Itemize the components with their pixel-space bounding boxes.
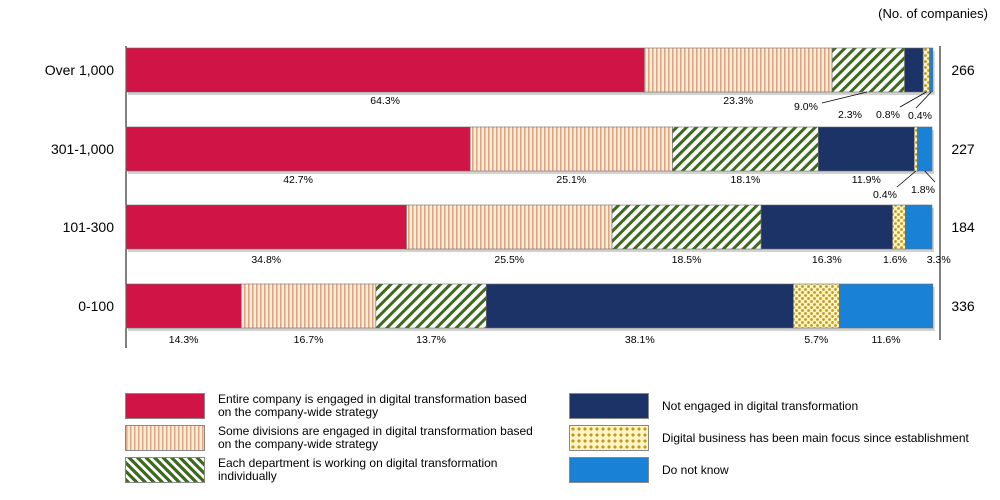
legend-swatch [569, 425, 649, 451]
legend-item: Some divisions are engaged in digital tr… [125, 425, 538, 451]
legend-item: Do not know [569, 457, 982, 483]
leader-line [899, 91, 927, 108]
legend-swatch [125, 457, 205, 483]
bar-segment [760, 204, 893, 250]
total-count-label: 336 [951, 298, 975, 314]
bar-segment [375, 283, 487, 329]
legend-swatch [125, 425, 205, 451]
category-label: 0-100 [78, 298, 114, 314]
value-label: 2.3% [838, 109, 862, 121]
value-label: 42.7% [283, 174, 313, 186]
value-label: 18.5% [672, 254, 702, 266]
leader-line [896, 170, 917, 188]
value-label: 9.0% [794, 101, 818, 113]
bar-segment [905, 204, 933, 250]
legend-label: Not engaged in digital transformation [662, 398, 859, 413]
legend-item: Digital business has been main focus sin… [569, 425, 982, 451]
bar-segment [643, 47, 833, 93]
value-label: 16.3% [812, 254, 842, 266]
value-label: 38.1% [625, 334, 655, 346]
bar-segment [240, 283, 377, 329]
value-label: 0.8% [876, 109, 900, 121]
total-count-label: 266 [951, 62, 975, 78]
legend-swatch [125, 393, 205, 419]
legend-swatch [569, 393, 649, 419]
value-label: 18.1% [731, 174, 761, 186]
category-label: Over 1,000 [45, 62, 114, 78]
value-label: 5.7% [804, 334, 828, 346]
total-count-label: 184 [951, 219, 975, 235]
bar-shadow [931, 51, 935, 95]
value-label: 1.6% [883, 254, 907, 266]
units-label: (No. of companies) [878, 6, 988, 21]
bar-segment [125, 204, 407, 250]
leader-line [821, 91, 868, 104]
legend-item: Entire company is engaged in digital tra… [125, 393, 538, 419]
legend-label: Each department is working on digital tr… [218, 456, 498, 483]
legend-swatch [569, 457, 649, 483]
value-label: 25.5% [494, 254, 524, 266]
value-label: 14.3% [169, 334, 199, 346]
category-label: 301-1,000 [51, 141, 114, 157]
legend-label: Entire company is engaged in digital tra… [218, 392, 527, 419]
bar-segment [839, 283, 934, 329]
bar-segment [611, 204, 762, 250]
leader-line [915, 91, 932, 109]
value-label: 11.9% [852, 174, 881, 186]
bar-segment [831, 47, 905, 93]
value-label: 0.4% [873, 189, 897, 201]
value-label: 1.8% [911, 184, 935, 196]
bar-segment [125, 47, 645, 93]
bar-segment [125, 283, 242, 329]
value-label: 16.7% [294, 334, 324, 346]
bar-segment [469, 126, 673, 172]
value-label: 13.7% [416, 334, 446, 346]
value-label: 23.3% [723, 95, 753, 107]
legend-label: Digital business has been main focus sin… [662, 430, 969, 445]
total-count-label: 227 [951, 141, 975, 157]
legend-item: Not engaged in digital transformation [569, 393, 982, 419]
value-label: 11.6% [872, 334, 901, 346]
value-label: 25.1% [556, 174, 586, 186]
value-label: 0.4% [908, 110, 932, 122]
legend-item: Each department is working on digital tr… [125, 457, 538, 483]
bar-segment [818, 126, 915, 172]
category-label: 101-300 [63, 219, 115, 235]
legend-label: Some divisions are engaged in digital tr… [218, 424, 533, 451]
value-label: 3.3% [927, 254, 951, 266]
value-label: 34.8% [251, 254, 281, 266]
bar-segment [125, 126, 471, 172]
leader-line [924, 170, 936, 183]
bar-segment [485, 283, 794, 329]
bar-segment [793, 283, 840, 329]
value-label: 64.3% [370, 95, 400, 107]
legend-label: Do not know [662, 462, 729, 477]
